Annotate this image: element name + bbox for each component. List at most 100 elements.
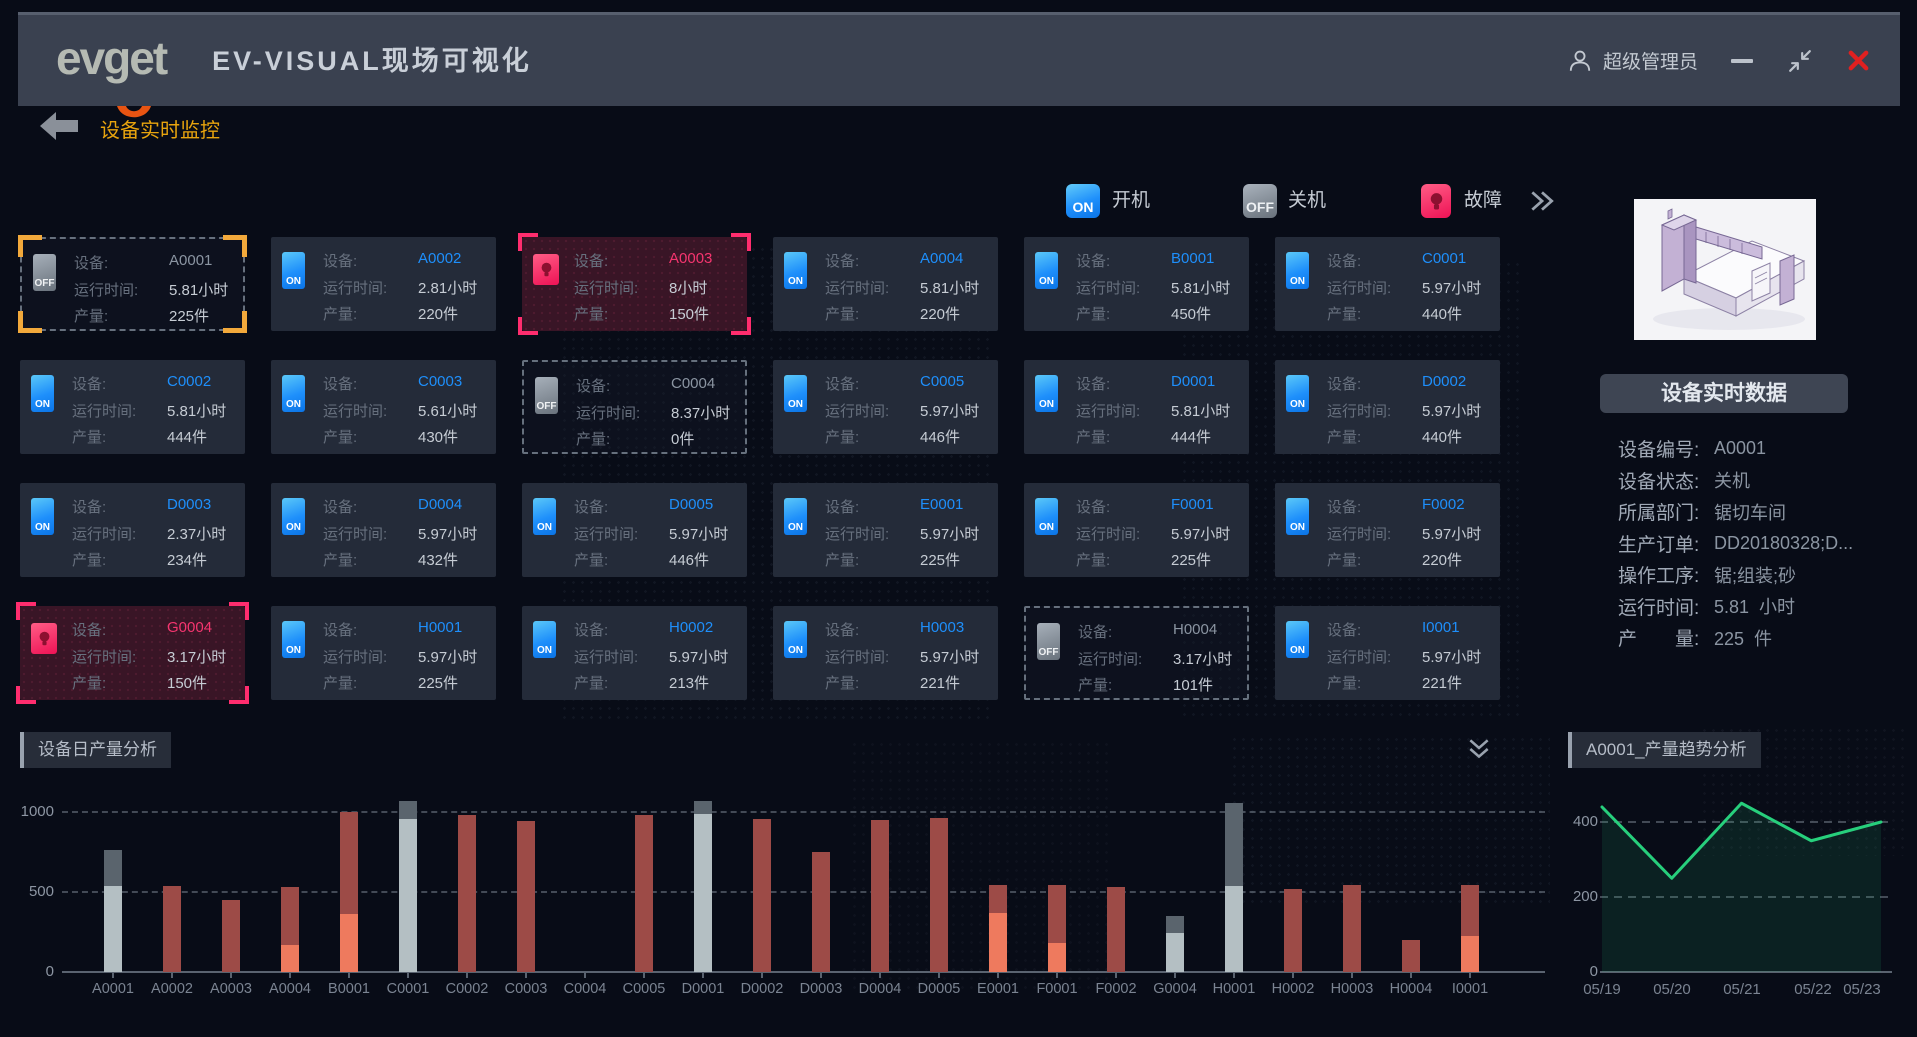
device-card-I0001[interactable]: ON 设备: I0001 运行时间: 5.97小时 产量: 221件: [1275, 606, 1500, 700]
bar-C0002: [458, 815, 476, 972]
output-value-label: 产量:: [72, 675, 107, 692]
device-card-A0001[interactable]: OFF 设备: A0001 运行时间: 5.81小时 产量: 225件: [18, 235, 247, 333]
minimize-button[interactable]: [1728, 47, 1756, 75]
legend-off-badge-icon[interactable]: OFF: [1243, 184, 1277, 218]
card-row: 运行时间: 5.97小时: [825, 646, 979, 667]
device-id-label: 设备:: [323, 253, 358, 270]
device-id: F0002: [1422, 496, 1465, 513]
bar-segment-red: [1048, 885, 1066, 943]
bar-segment-orange: [340, 914, 358, 972]
card-row: 运行时间: 5.97小时: [1327, 646, 1481, 667]
realtime-data-fields: 设备编号: A0001 设备状态: 关机 所属部门: 锯切车间 生产订单: DD2018032…: [1618, 433, 1908, 654]
bar-segment-red: [812, 852, 830, 972]
back-button[interactable]: [40, 112, 78, 145]
device-id: F0001: [1171, 496, 1214, 513]
card-row: 产量: 225件: [74, 305, 209, 326]
card-row: 产量: 221件: [1327, 672, 1462, 693]
collapse-button[interactable]: [1466, 737, 1494, 763]
device-card-B0001[interactable]: ON 设备: B0001 运行时间: 5.81小时 产量: 450件: [1024, 237, 1249, 331]
bar-segment-red: [871, 820, 889, 972]
device-card-D0005[interactable]: ON 设备: D0005 运行时间: 5.97小时 产量: 446件: [522, 483, 747, 577]
detail-field: 运行时间: 5.81 小时: [1618, 591, 1908, 623]
device-card-C0001[interactable]: ON 设备: C0001 运行时间: 5.97小时 产量: 440件: [1275, 237, 1500, 331]
corner-bracket: [229, 686, 249, 704]
device-card-H0004[interactable]: OFF 设备: H0004 运行时间: 3.17小时 产量: 101件: [1024, 606, 1249, 700]
on-badge-icon: ON: [1035, 252, 1058, 289]
bar-D0003: [812, 852, 830, 972]
x-axis-tick: [1292, 972, 1294, 978]
legend-more-button[interactable]: [1528, 189, 1556, 218]
corner-bracket: [518, 317, 538, 335]
device-id: H0001: [418, 619, 463, 636]
device-id: C0005: [920, 373, 965, 390]
breadcrumb-label: 设备实时监控: [100, 120, 220, 142]
x-axis-tick-label: C0001: [386, 981, 430, 997]
bar-D0004: [871, 820, 889, 972]
card-row: 运行时间: 8.37小时: [576, 402, 730, 423]
device-card-D0002[interactable]: ON 设备: D0002 运行时间: 5.97小时 产量: 440件: [1275, 360, 1500, 454]
restore-button[interactable]: [1786, 47, 1814, 75]
device-card-D0003[interactable]: ON 设备: D0003 运行时间: 2.37小时 产量: 234件: [20, 483, 245, 577]
device-card-A0004[interactable]: ON 设备: A0004 运行时间: 5.81小时 产量: 220件: [773, 237, 998, 331]
close-button[interactable]: [1844, 47, 1872, 75]
on-badge-icon: ON: [1286, 498, 1309, 535]
output-value: 225件: [169, 308, 210, 325]
detail-field-value: A0001: [1714, 438, 1767, 459]
card-row: 产量: 221件: [825, 672, 960, 693]
output-value: 430件: [418, 429, 459, 446]
bar-segment-darkgray: [1166, 916, 1184, 933]
device-card-F0002[interactable]: ON 设备: F0002 运行时间: 5.97小时 产量: 220件: [1275, 483, 1500, 577]
card-row: 产量: 225件: [825, 549, 960, 570]
device-card-E0001[interactable]: ON 设备: E0001 运行时间: 5.97小时 产量: 225件: [773, 483, 998, 577]
output-value-label: 产量:: [825, 552, 860, 569]
output-value: 225件: [1171, 552, 1212, 569]
bar-segment-red: [1402, 940, 1420, 972]
device-card-H0003[interactable]: ON 设备: H0003 运行时间: 5.97小时 产量: 221件: [773, 606, 998, 700]
x-axis-tick-label: H0004: [1389, 981, 1433, 997]
x-axis-tick-label: D0002: [740, 981, 784, 997]
output-value-label: 产量:: [1076, 552, 1111, 569]
x-axis-tick: [879, 972, 881, 978]
card-row: 运行时间: 2.81小时: [323, 277, 477, 298]
device-card-G0004[interactable]: 设备: G0004 运行时间: 3.17小时 产量: 150件: [16, 602, 249, 704]
corner-bracket: [518, 233, 538, 251]
card-row: 产量: 150件: [574, 303, 709, 324]
device-card-C0004[interactable]: OFF 设备: C0004 运行时间: 8.37小时 产量: 0件: [522, 360, 747, 454]
device-card-A0003[interactable]: 设备: A0003 运行时间: 8小时 产量: 150件: [518, 233, 751, 335]
bar-F0002: [1107, 887, 1125, 972]
bar-H0001: [1225, 803, 1243, 972]
corner-bracket: [16, 602, 36, 620]
device-card-D0004[interactable]: ON 设备: D0004 运行时间: 5.97小时 产量: 432件: [271, 483, 496, 577]
device-card-H0002[interactable]: ON 设备: H0002 运行时间: 5.97小时 产量: 213件: [522, 606, 747, 700]
device-id: D0004: [418, 496, 463, 513]
card-row: 产量: 220件: [323, 303, 458, 324]
x-axis-tick: [230, 972, 232, 978]
runtime-value-label: 运行时间:: [72, 403, 137, 420]
device-id: C0002: [167, 373, 212, 390]
x-axis-tick: [407, 972, 409, 978]
y-axis-tick-label: 500: [28, 883, 54, 900]
device-id-label: 设备:: [1327, 253, 1362, 270]
runtime-value: 5.97小时: [1422, 280, 1482, 297]
bar-segment-red: [753, 819, 771, 972]
x-axis-tick-label: D0004: [858, 981, 902, 997]
evget-logo: evget: [56, 35, 168, 117]
device-card-F0001[interactable]: ON 设备: F0001 运行时间: 5.97小时 产量: 225件: [1024, 483, 1249, 577]
detail-field-value: 锯切车间: [1714, 502, 1786, 523]
device-card-C0003[interactable]: ON 设备: C0003 运行时间: 5.61小时 产量: 430件: [271, 360, 496, 454]
device-card-C0002[interactable]: ON 设备: C0002 运行时间: 5.81小时 产量: 444件: [20, 360, 245, 454]
device-id: H0004: [1173, 621, 1218, 638]
device-card-H0001[interactable]: ON 设备: H0001 运行时间: 5.97小时 产量: 225件: [271, 606, 496, 700]
output-value: 0件: [671, 431, 695, 448]
trend-line-svg: [1600, 801, 1892, 973]
legend-fault-badge-icon[interactable]: [1421, 184, 1451, 218]
y-axis-tick-label: 0: [45, 963, 54, 980]
on-badge-icon: ON: [784, 375, 807, 412]
device-card-A0002[interactable]: ON 设备: A0002 运行时间: 2.81小时 产量: 220件: [271, 237, 496, 331]
output-value: 150件: [669, 306, 710, 323]
runtime-value-label: 运行时间:: [1327, 526, 1392, 543]
device-card-C0005[interactable]: ON 设备: C0005 运行时间: 5.97小时 产量: 446件: [773, 360, 998, 454]
device-card-D0001[interactable]: ON 设备: D0001 运行时间: 5.81小时 产量: 444件: [1024, 360, 1249, 454]
runtime-value: 5.61小时: [418, 403, 478, 420]
legend-on-badge-icon[interactable]: ON: [1066, 184, 1100, 218]
